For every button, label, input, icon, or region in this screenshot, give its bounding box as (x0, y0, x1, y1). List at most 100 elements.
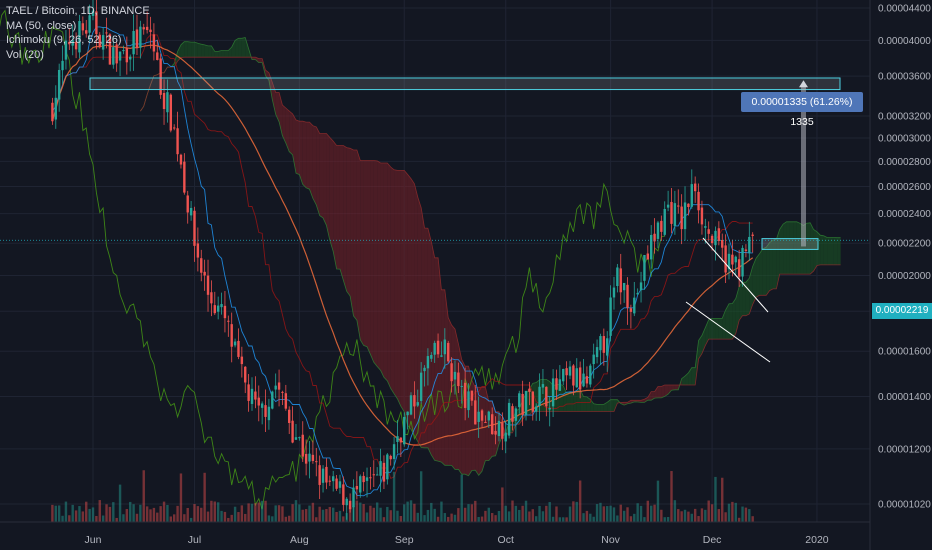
candle-body (670, 201, 673, 224)
candle-body (541, 384, 545, 388)
candle-body (514, 408, 518, 421)
base-line (52, 34, 753, 480)
candle-body (308, 453, 311, 462)
volume-bar (244, 513, 247, 522)
volume-bar (91, 507, 95, 522)
candle-body (545, 386, 548, 407)
volume-bar (216, 502, 220, 522)
volume-bar (440, 501, 443, 522)
candle-body (717, 228, 721, 241)
kumo-segment (191, 42, 195, 58)
last-price-tag: 0.00002219 (872, 303, 932, 319)
candle-body (101, 35, 105, 50)
y-tick-label: 0.00004000 (878, 36, 931, 47)
volume-bar (375, 502, 379, 522)
volume-bar (589, 513, 592, 522)
volume-legend[interactable]: Vol (20) (6, 48, 44, 61)
volume-bar (700, 508, 704, 522)
volume-bar (369, 505, 372, 522)
candle-body (311, 454, 315, 461)
candle-body (125, 48, 129, 63)
kumo-segment (444, 289, 449, 466)
drawing-tools[interactable] (0, 77, 870, 363)
volume-bar (105, 504, 108, 522)
volume-bar (717, 509, 721, 522)
x-tick-label: Dec (703, 534, 722, 546)
candlesticks[interactable] (51, 0, 754, 523)
kumo-segment (674, 384, 679, 390)
candle-body (704, 226, 707, 228)
y-tick-label: 0.00001200 (878, 444, 931, 455)
volume-bar (436, 516, 440, 522)
trendline-upper (702, 237, 769, 313)
volume-bar (744, 507, 748, 522)
volume-bar (254, 503, 257, 522)
kumo-segment (350, 148, 354, 316)
volume-bar (463, 507, 467, 522)
volume-bar (578, 480, 582, 522)
candle-body (145, 26, 149, 31)
volume-bar (54, 505, 57, 522)
kumo-segment (718, 318, 723, 340)
ma-legend[interactable]: MA (50, close) (6, 19, 77, 32)
kumo-segment (732, 298, 736, 340)
volume-bar (169, 516, 173, 522)
kumo-segment (576, 389, 581, 412)
indicator-lines (0, 9, 841, 510)
candle-body (436, 340, 440, 355)
volume-bar (166, 504, 169, 522)
lagging-span (0, 9, 665, 510)
ichimoku-legend[interactable]: Ichimoku (9, 26, 52, 26) (6, 34, 122, 46)
volume-bar (737, 517, 741, 522)
volume-bar (227, 517, 230, 522)
volume-bar (697, 516, 700, 522)
kumo-segment (373, 160, 378, 367)
candle-body (179, 154, 183, 165)
volume-bar (521, 505, 524, 522)
candle-body (409, 395, 413, 415)
kumo-segment (745, 278, 750, 316)
candle-body (582, 373, 585, 387)
candle-body (318, 465, 321, 485)
volume-bar (301, 509, 304, 522)
kumo-segment (235, 38, 239, 58)
candle-body (683, 202, 687, 230)
candle-body (284, 393, 288, 409)
candle-body (440, 355, 443, 357)
candle-body (724, 245, 727, 273)
candle-body (497, 420, 501, 437)
volume-bar (196, 506, 200, 522)
volume-bar (504, 505, 507, 522)
candle-body (538, 386, 541, 407)
kumo-segment (668, 384, 672, 395)
candle-body (250, 388, 254, 404)
kumo-segment (201, 44, 205, 58)
kumo-segment (691, 367, 696, 385)
volume-bar (467, 504, 470, 522)
candle-body (734, 256, 737, 263)
kumo-segment (573, 391, 577, 412)
y-tick-label: 0.00001600 (878, 347, 931, 358)
kumo-segment (282, 105, 286, 143)
candle-body (501, 422, 504, 439)
volume-bar (338, 510, 342, 522)
volume-bar (731, 501, 734, 522)
volume-bar (480, 516, 484, 522)
volume-bar (365, 512, 369, 522)
kumo-segment (776, 229, 780, 289)
kumo-segment (597, 404, 601, 412)
symbol-title[interactable]: TAEL / Bitcoin, 1D, BINANCE (6, 5, 150, 17)
volume-bar (88, 508, 91, 522)
volume-bar (606, 506, 609, 522)
volume-bar (426, 509, 430, 522)
volume-bar (649, 505, 653, 522)
volume-bar (257, 502, 260, 522)
volume-bar (741, 506, 744, 522)
candle-body (572, 365, 575, 386)
candle-body (108, 34, 112, 65)
volume-bar (555, 506, 558, 522)
kumo-segment (241, 37, 246, 58)
senkou-span-b (140, 56, 841, 436)
